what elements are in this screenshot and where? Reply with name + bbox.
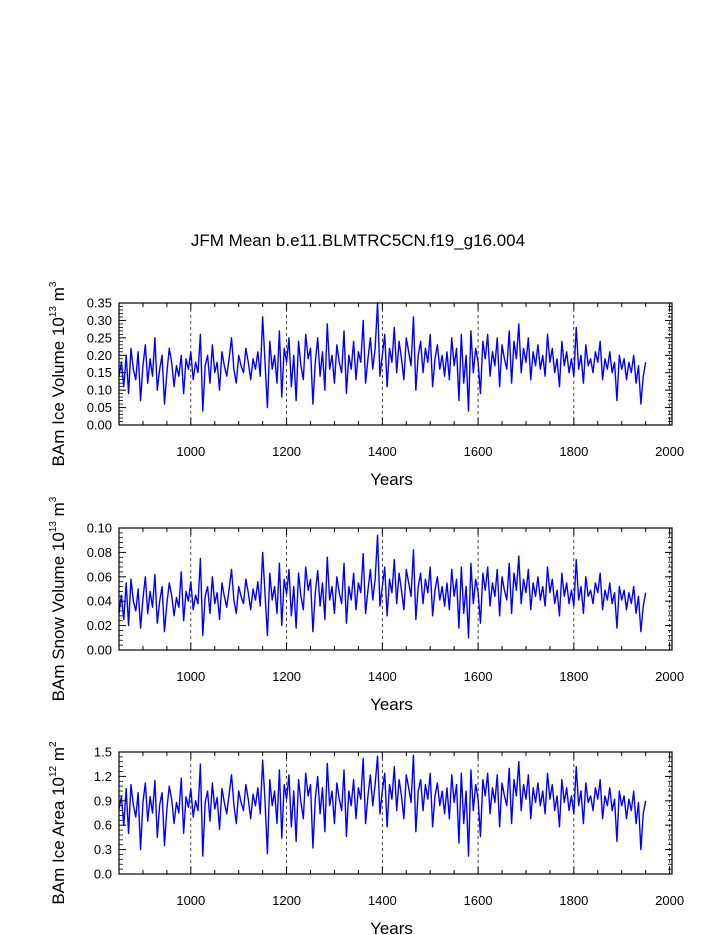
y-axis-unit: m [49,502,68,521]
series-line-ice-volume [118,302,647,412]
y-tick-label: 0.35 [87,296,112,311]
y-axis-title: BAm Ice Volume 1013 m3 [48,281,68,466]
panel-ice-volume: 1000 1200 1400 1600 1800 2000 0.00 0.05 0.10 0.15… [48,281,684,489]
y-axis-title: BAm Ice Area 1012 m2 [48,741,68,905]
x-tick-label: 1000 [176,893,205,908]
y-tick-label: 0.10 [87,383,112,398]
y-tick-label: 0.00 [87,418,112,433]
series-line-ice-area [118,754,647,857]
y-tick-label: 0.9 [94,793,112,808]
x-axis-title: Years [370,695,413,714]
y-tick-label: 0.25 [87,330,112,345]
x-axis-title: Years [370,919,413,935]
x-tick-label: 1400 [368,444,397,459]
x-tick-label: 1400 [368,893,397,908]
x-tick-label: 2000 [655,893,684,908]
y-axis-exponent: 12 [48,765,59,777]
y-tick-label: 0.06 [87,569,112,584]
y-tick-label: 0.15 [87,365,112,380]
y-tick-label: 0.10 [87,521,112,536]
x-tick-label: 1800 [559,893,588,908]
plot-frame [118,527,673,651]
x-tick-label: 1400 [368,669,397,684]
x-tick-label: 2000 [655,669,684,684]
y-tick-label: 0.02 [87,618,112,633]
y-tick-label: 0.20 [87,348,112,363]
y-axis-exponent: 13 [48,521,59,533]
y-tick-label: 0.30 [87,313,112,328]
x-tick-label: 1800 [559,444,588,459]
y-axis-unit-exponent: 3 [48,496,59,502]
x-tick-label: 1200 [272,893,301,908]
y-axis-title: BAm Snow Volume 1013 m3 [48,496,68,701]
x-tick-label: 1000 [176,669,205,684]
panel-snow-volume: 1000 1200 1400 1600 1800 2000 0.00 0.02 0.04 0.06… [48,496,684,714]
y-axis-unit-exponent: 3 [48,281,59,287]
y-tick-label: 0.04 [87,594,112,609]
x-tick-label: 1200 [272,444,301,459]
x-axis-title: Years [370,470,413,489]
y-tick-label: 0.08 [87,545,112,560]
x-tick-label: 1600 [464,893,493,908]
y-tick-label: 0.00 [87,643,112,658]
chart-title: JFM Mean b.e11.BLMTRC5CN.f19_g16.004 [191,231,525,250]
y-axis-unit: m [49,747,68,766]
y-axis-unit: m [49,287,68,306]
y-axis-title-text: BAm Ice Volume 10 [49,317,68,466]
y-tick-label: 0.0 [94,867,112,882]
y-axis-title-text: BAm Ice Area 10 [49,777,68,905]
y-axis-unit-exponent: 2 [48,741,59,747]
plot-frame [118,302,673,426]
y-axis-exponent: 13 [48,306,59,318]
series-line-snow-volume [118,534,647,639]
panel-ice-area: 1000 1200 1400 1600 1800 2000 0.0 0.3 0.6 0.9 1.2 1… [48,741,684,935]
x-tick-label: 1800 [559,669,588,684]
y-tick-label: 0.05 [87,400,112,415]
x-tick-label: 1600 [464,669,493,684]
x-tick-label: 2000 [655,444,684,459]
y-tick-label: 1.2 [94,769,112,784]
y-tick-label: 0.3 [94,842,112,857]
y-tick-label: 0.6 [94,818,112,833]
x-tick-label: 1000 [176,444,205,459]
y-axis-title-text: BAm Snow Volume 10 [49,532,68,701]
x-tick-label: 1600 [464,444,493,459]
y-tick-label: 1.5 [94,745,112,760]
x-tick-label: 1200 [272,669,301,684]
plot-frame [118,751,673,875]
